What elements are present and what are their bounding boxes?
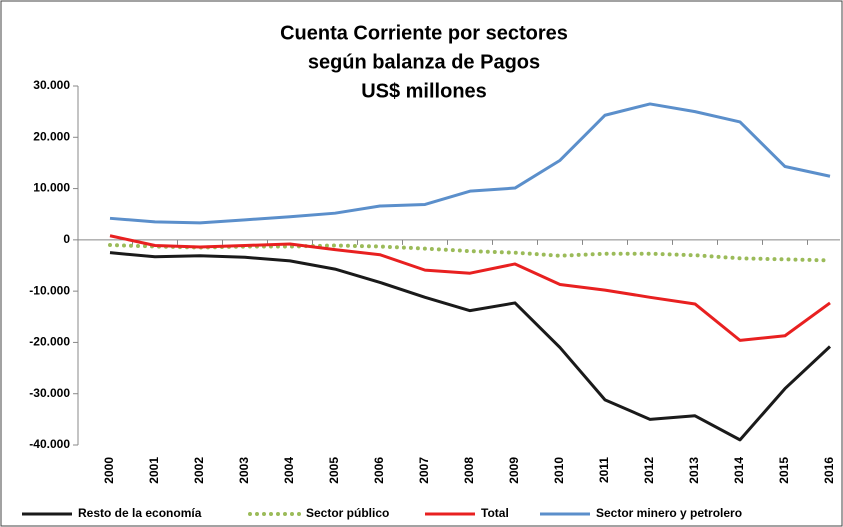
x-tick-label: 2009: [507, 457, 521, 484]
x-tick-label: 2008: [462, 457, 476, 484]
x-tick-label: 2011: [597, 457, 611, 483]
x-tick-label: 2005: [327, 457, 341, 484]
y-tick-label: 10.000: [33, 181, 70, 195]
x-tick-label: 2002: [192, 457, 206, 484]
legend-label: Sector público: [306, 506, 389, 520]
y-tick-label: 0: [63, 232, 70, 246]
x-tick-label: 2012: [642, 457, 656, 484]
x-tick-label: 2013: [687, 457, 701, 484]
series-line: [109, 251, 832, 442]
x-tick-label: 2001: [147, 457, 161, 484]
x-tick-label: 2014: [732, 457, 746, 484]
x-tick-label: 2000: [102, 457, 116, 484]
y-tick-label: 20.000: [33, 129, 70, 143]
x-tick-label: 2007: [417, 457, 431, 484]
y-tick-label: -40.000: [29, 437, 70, 451]
y-tick-label: -20.000: [29, 335, 70, 349]
chart-title: Cuenta Corriente por sectores: [280, 22, 568, 44]
chart-title: US$ millones: [361, 80, 487, 102]
y-tick-label: 30.000: [33, 78, 70, 92]
x-tick-label: 2010: [552, 457, 566, 484]
legend-label: Resto de la economía: [78, 506, 202, 520]
legend-label: Total: [481, 506, 509, 520]
y-tick-label: -10.000: [29, 283, 70, 297]
series-line: [109, 102, 831, 225]
series-line: [109, 234, 831, 342]
x-tick-label: 2003: [237, 457, 251, 484]
x-tick-label: 2006: [372, 457, 386, 484]
legend-label: Sector minero y petrolero: [596, 506, 742, 520]
chart-title: según balanza de Pagos: [308, 51, 540, 73]
x-tick-label: 2015: [777, 457, 791, 484]
y-tick-label: -30.000: [29, 386, 70, 400]
x-tick-label: 2004: [282, 457, 296, 484]
x-tick-label: 2016: [822, 457, 836, 484]
